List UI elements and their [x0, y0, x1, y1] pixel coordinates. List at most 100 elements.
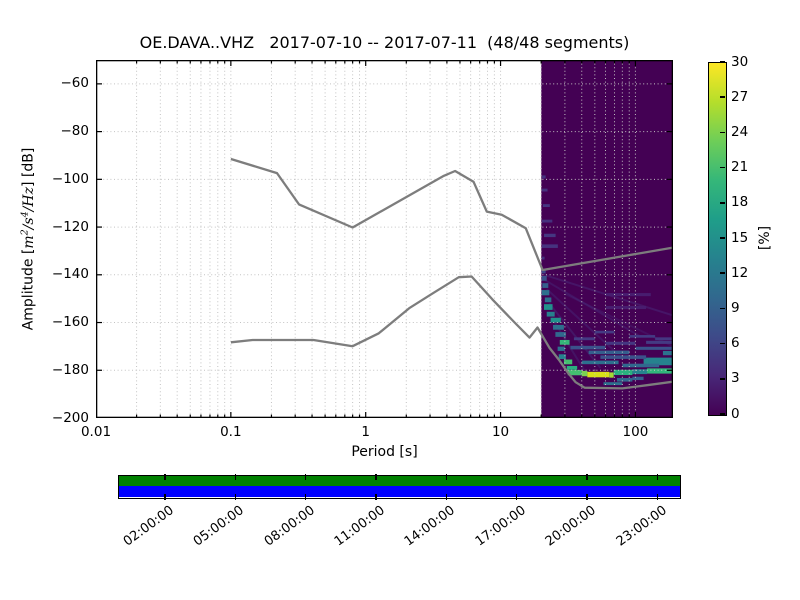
histogram-streak: [594, 330, 615, 334]
coverage-tick-top: [304, 474, 307, 480]
math-hz: /Hz: [20, 187, 37, 212]
colorbar-tick-label: 9: [731, 299, 740, 316]
y-tick-label: −140: [51, 266, 89, 283]
x-axis-label: Period [s]: [351, 444, 418, 460]
histogram-streak: [557, 346, 565, 351]
coverage-tick-top: [375, 474, 377, 480]
plot-frame: [96, 60, 673, 418]
coverage-tick-top: [586, 474, 588, 480]
colorbar-tick-label: 3: [731, 370, 740, 387]
histogram-streak: [662, 350, 673, 356]
histogram-streak: [613, 369, 633, 376]
coverage-time-label: 02:00:00: [120, 503, 177, 550]
y-tick-label: −160: [51, 314, 89, 331]
histogram-streak: [581, 360, 619, 365]
histogram-streak: [566, 365, 578, 370]
colorbar-tick: [720, 237, 725, 239]
coverage-tick-bottom: [304, 494, 307, 500]
coverage-tick-bottom: [516, 494, 518, 500]
y-tick-label: −80: [60, 123, 90, 140]
coverage-tick-top: [164, 474, 166, 480]
noise-model-curves: [230, 157, 673, 390]
coverage-tick-top: [445, 474, 448, 480]
histogram-streak: [605, 305, 647, 310]
histogram-streak: [581, 370, 588, 377]
colorbar-tick: [720, 166, 725, 169]
histogram-streak: [643, 357, 673, 366]
colorbar-tick: [720, 96, 725, 98]
histogram-streak: [635, 346, 673, 350]
coverage-tick-top: [656, 474, 659, 480]
histogram-streak: [542, 256, 545, 260]
histogram-streak: [541, 269, 546, 274]
coverage-bar: [118, 475, 681, 499]
colorbar-tick: [720, 378, 725, 380]
math-sup4: 4: [19, 211, 30, 218]
coverage-bar-data-strip: [119, 476, 680, 486]
coverage-time-label: 11:00:00: [331, 503, 388, 550]
coverage-time-label: 08:00:00: [261, 503, 318, 550]
colorbar-tick: [720, 342, 725, 345]
histogram-streak: [588, 350, 630, 355]
colorbar-tick: [720, 131, 725, 134]
grid-lines: [96, 60, 673, 418]
histogram-streak: [573, 337, 595, 341]
coverage-time-label: 23:00:00: [613, 503, 670, 550]
y-tick-label: −60: [60, 75, 90, 92]
histogram-streak: [603, 382, 623, 386]
histogram-streak: [567, 370, 582, 376]
coverage-time-label: 05:00:00: [191, 503, 248, 550]
plot-title: OE.DAVA..VHZ 2017-07-10 -- 2017-07-11 (4…: [139, 33, 630, 52]
colorbar-tick-label: 30: [731, 53, 749, 70]
coverage-tick-top: [234, 474, 236, 480]
coverage-tick-bottom: [375, 494, 377, 500]
histogram-streak: [550, 317, 561, 323]
colorbar-tick-label: 15: [731, 229, 749, 246]
x-tick-label: 10: [491, 424, 510, 440]
psd-trace: [546, 288, 616, 352]
histogram-streak: [616, 378, 633, 382]
colorbar-tick-label: 21: [731, 159, 749, 176]
coverage-tick-bottom: [234, 494, 236, 500]
histogram-streak: [629, 335, 656, 338]
y-tick-label: −100: [51, 170, 89, 187]
colorbar-tick: [720, 307, 725, 310]
histogram-streak: [542, 175, 546, 179]
histogram-streak: [587, 371, 610, 378]
histogram-streak: [542, 204, 550, 208]
plot-area: [96, 60, 673, 418]
math-sup2: 2: [19, 229, 30, 236]
colorbar-tick-label: 6: [731, 335, 740, 352]
psd-trace: [543, 278, 642, 338]
colorbar-tick-label: 24: [731, 123, 749, 140]
histogram-streak: [570, 345, 606, 350]
psd-trace: [548, 302, 602, 369]
histogram-streak: [559, 339, 570, 345]
histogram-streak: [541, 290, 550, 296]
histogram-streak: [609, 372, 614, 378]
y-tick-label: −120: [51, 218, 89, 235]
coverage-tick-bottom: [586, 494, 588, 500]
psd-histogram: [541, 60, 673, 418]
histogram-streak: [542, 188, 548, 192]
histogram-streak: [622, 363, 660, 368]
math-m: m: [20, 235, 37, 249]
histogram-streak: [632, 369, 648, 375]
histogram-streak: [544, 297, 552, 303]
histogram-streak: [563, 359, 573, 365]
coverage-tick-bottom: [656, 494, 659, 500]
coverage-tick-top: [516, 474, 518, 480]
x-tick-label: 0.01: [80, 424, 112, 440]
histogram-streak: [542, 283, 549, 288]
colorbar-tick-label: 18: [731, 194, 749, 211]
colorbar-tick: [720, 202, 725, 204]
colorbar-tick-label: 12: [731, 264, 749, 281]
high-noise-model: [230, 157, 673, 272]
histogram-streak: [646, 340, 673, 344]
histogram-streak: [544, 233, 556, 238]
colorbar-tick: [720, 272, 725, 274]
histogram-streak: [605, 293, 651, 297]
coverage-time-label: 17:00:00: [472, 503, 529, 550]
histogram-streak: [605, 341, 636, 345]
